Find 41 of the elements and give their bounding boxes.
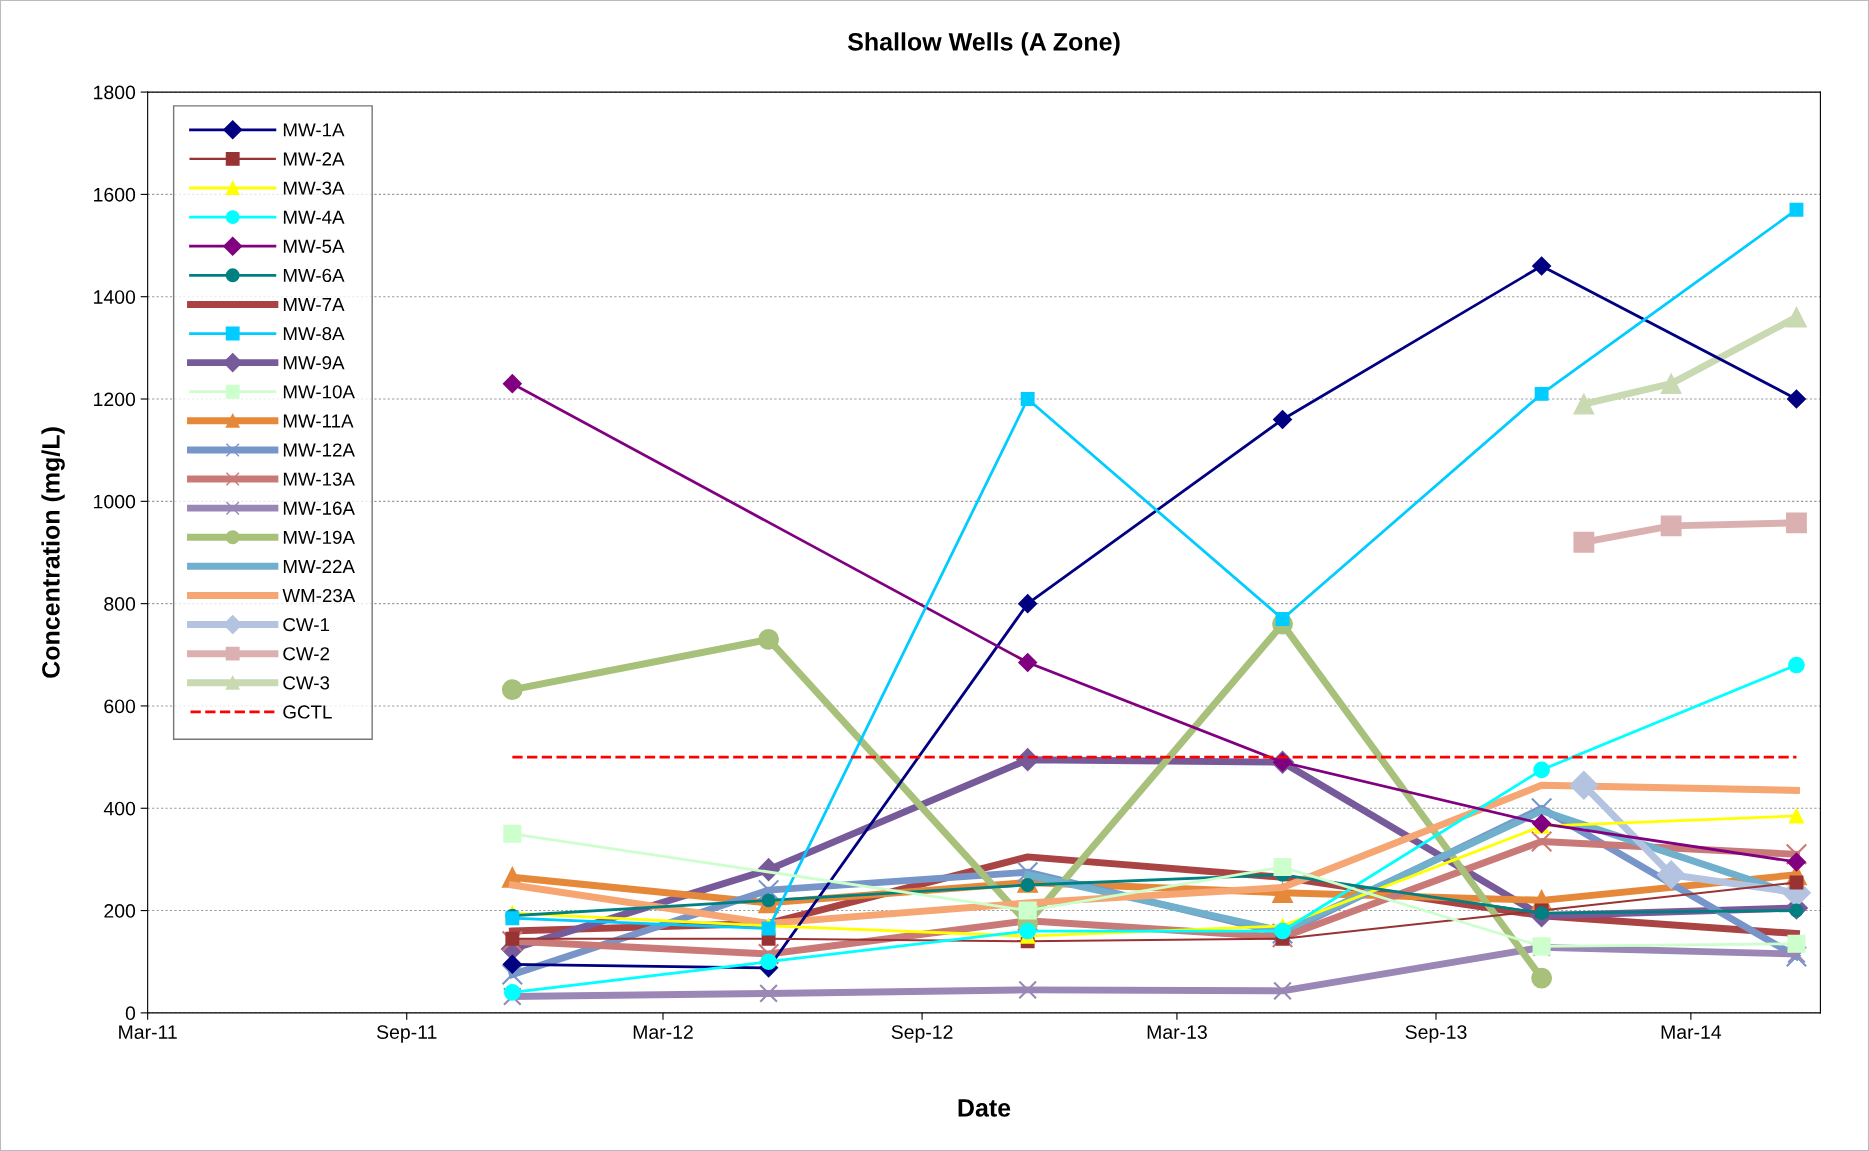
legend-label: GCTL	[283, 705, 332, 719]
legend-label: MW-22A	[283, 559, 355, 573]
legend-label: MW-1A	[283, 123, 345, 137]
x-tick-label: Sep-12	[891, 1025, 953, 1043]
legend-label: CW-3	[283, 676, 330, 690]
legend-label: MW-7A	[283, 298, 345, 311]
y-tick-label: 400	[103, 801, 136, 816]
legend-label: CW-2	[283, 647, 330, 661]
y-tick-label: 600	[104, 699, 136, 714]
legend-label: MW-5A	[283, 239, 345, 253]
legend-label: MW-8A	[283, 326, 345, 341]
y-tick-label: 1400	[94, 290, 136, 304]
y-tick-label: 1200	[94, 392, 136, 407]
legend-label: MW-16A	[283, 501, 355, 515]
y-axis-title: Concentration (mg/L)	[41, 427, 65, 678]
y-tick-label: 1000	[94, 494, 136, 509]
x-tick-label: Sep-13	[1405, 1025, 1467, 1043]
legend-label: MW-4A	[283, 210, 345, 224]
legend-label: WM-23A	[282, 588, 356, 603]
legend-label: MW-11A	[283, 414, 354, 428]
y-tick-label: 200	[104, 904, 136, 918]
y-tick-label: 800	[104, 597, 136, 611]
legend-label: MW-13A	[283, 472, 355, 486]
x-axis-title: Date	[958, 1099, 1011, 1117]
x-tick-label: Mar-14	[1661, 1025, 1722, 1039]
legend-label: MW-19A	[283, 530, 355, 544]
legend-label: MW-9A	[283, 356, 345, 370]
x-tick-label: Mar-11	[119, 1025, 177, 1039]
x-tick-label: Sep-11	[376, 1025, 437, 1043]
legend-label: MW-12A	[283, 443, 355, 457]
x-tick-label: Mar-13	[1147, 1025, 1207, 1039]
y-tick-label: 1800	[94, 85, 136, 100]
legend-label: MW-6A	[283, 268, 345, 283]
x-tick-label: Mar-12	[633, 1025, 693, 1039]
legend-label: MW-3A	[283, 181, 345, 195]
chart-title: Shallow Wells (A Zone)	[847, 32, 1120, 56]
legend-label: MW-10A	[283, 385, 355, 399]
y-tick-label: 1600	[94, 187, 136, 202]
legend-label: MW-2A	[283, 152, 345, 166]
y-tick-label: 0	[125, 1006, 136, 1021]
legend-label: CW-1	[283, 618, 330, 632]
